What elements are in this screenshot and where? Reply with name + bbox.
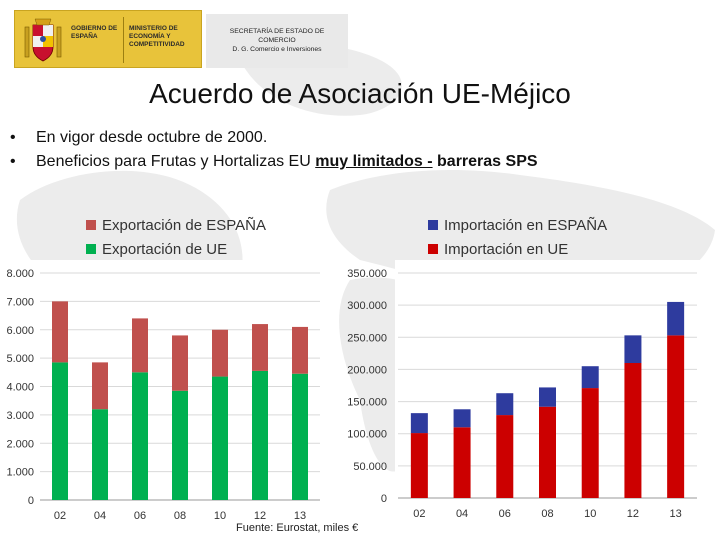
bar-segment bbox=[172, 390, 188, 500]
gobierno-logo: GOBIERNO DE ESPAÑA MINISTERIO DE ECONOMÍ… bbox=[14, 10, 202, 68]
bar-segment bbox=[252, 324, 268, 371]
y-tick-label: 200.000 bbox=[347, 364, 387, 376]
bullet-text-2-underlined: muy limitados - bbox=[315, 153, 433, 170]
bullet-list: • En vigor desde octubre de 2000. • Benefi… bbox=[10, 126, 538, 174]
bar-segment bbox=[92, 409, 108, 500]
y-tick-label: 5.000 bbox=[6, 353, 34, 365]
x-tick-label: 08 bbox=[541, 508, 553, 520]
x-tick-label: 04 bbox=[456, 508, 468, 520]
y-tick-label: 2.000 bbox=[6, 438, 34, 450]
bar-segment bbox=[132, 372, 148, 500]
x-tick-label: 13 bbox=[294, 510, 306, 522]
bar-segment bbox=[212, 329, 228, 377]
y-tick-label: 8.000 bbox=[6, 268, 34, 280]
bar-segment bbox=[496, 415, 514, 498]
bar-segment bbox=[132, 318, 148, 373]
bar-segment bbox=[667, 335, 685, 498]
bar-segment bbox=[581, 366, 599, 389]
legend-swatch bbox=[428, 244, 438, 254]
y-tick-label: 50.000 bbox=[353, 461, 387, 473]
x-tick-label: 12 bbox=[254, 510, 266, 522]
source-note: Fuente: Eurostat, miles € bbox=[236, 522, 359, 534]
x-tick-label: 02 bbox=[54, 510, 66, 522]
import-chart: 0 50.000 100.000 150.000 200.000 250.000 300.0… bbox=[347, 217, 700, 525]
export-chart: 0 1.000 2.000 3.000 4.000 5.000 6.000 7.000 8.00… bbox=[0, 217, 330, 525]
y-tick-label: 350.000 bbox=[347, 268, 387, 280]
y-tick-label: 100.000 bbox=[347, 429, 387, 441]
x-tick-label: 08 bbox=[174, 510, 186, 522]
x-tick-label: 04 bbox=[94, 510, 106, 522]
y-tick-label: 7.000 bbox=[6, 296, 34, 308]
bar-segment bbox=[581, 388, 599, 498]
legend-label: Exportación de UE bbox=[102, 241, 227, 258]
legend-label: Importación en UE bbox=[444, 241, 568, 258]
bar-segment bbox=[667, 301, 685, 336]
bullet-item: • En vigor desde octubre de 2000. bbox=[10, 129, 268, 146]
page-title: Acuerdo de Asociación UE-Méjico bbox=[149, 78, 571, 109]
secretaria-line-2: COMERCIO bbox=[258, 37, 296, 44]
y-tick-label: 150.000 bbox=[347, 397, 387, 409]
coat-of-arms-icon bbox=[24, 18, 62, 62]
legend-label: Exportación de ESPAÑA bbox=[102, 217, 266, 234]
y-tick-label: 0 bbox=[28, 495, 34, 507]
bar-segment bbox=[212, 376, 228, 500]
chart-panel bbox=[0, 260, 330, 525]
y-tick-label: 250.000 bbox=[347, 332, 387, 344]
bar-segment bbox=[410, 413, 428, 434]
bar-segment bbox=[410, 433, 428, 498]
y-tick-label: 3.000 bbox=[6, 410, 34, 422]
y-tick-label: 0 bbox=[381, 493, 387, 505]
bullet-item: • Beneficios para Frutas y Hortalizas EU … bbox=[10, 153, 538, 170]
logo-divider bbox=[123, 17, 124, 63]
bar-segment bbox=[539, 387, 556, 407]
bar-segment bbox=[292, 326, 308, 374]
bar-segment bbox=[252, 370, 268, 500]
bar-segment bbox=[52, 362, 68, 500]
bar-segment bbox=[539, 406, 556, 498]
ministerio-label: MINISTERIO DE ECONOMÍA Y COMPETITIVIDAD bbox=[129, 25, 185, 48]
bar-segment bbox=[292, 373, 308, 500]
legend-swatch bbox=[428, 220, 438, 230]
y-tick-label: 1.000 bbox=[6, 467, 34, 479]
y-tick-label: 300.000 bbox=[347, 300, 387, 312]
x-tick-label: 12 bbox=[627, 508, 639, 520]
x-tick-label: 06 bbox=[134, 510, 146, 522]
secretaria-line-3: D. G. Comercio e Inversiones bbox=[232, 46, 322, 53]
legend-swatch bbox=[86, 220, 96, 230]
x-tick-label: 10 bbox=[214, 510, 226, 522]
bar-segment bbox=[453, 409, 471, 428]
legend-label: Importación en ESPAÑA bbox=[444, 217, 607, 234]
bar-segment bbox=[496, 393, 514, 416]
bar-segment bbox=[52, 301, 68, 363]
bar-segment bbox=[624, 335, 642, 363]
secretaria-box: SECRETARÍA DE ESTADO DE COMERCIO D. G. C… bbox=[206, 14, 348, 68]
legend-swatch bbox=[86, 244, 96, 254]
bar-segment bbox=[624, 363, 642, 498]
bar-segment bbox=[453, 427, 471, 498]
gobierno-label: GOBIERNO DE ESPAÑA bbox=[71, 25, 118, 40]
x-tick-label: 06 bbox=[499, 508, 511, 520]
secretaria-line-1: SECRETARÍA DE ESTADO DE bbox=[229, 28, 325, 35]
bullet-text-1: En vigor desde octubre de 2000. bbox=[36, 129, 268, 146]
bullet-text-2b: barreras SPS bbox=[432, 153, 538, 170]
x-tick-label: 10 bbox=[584, 508, 596, 520]
y-tick-label: 6.000 bbox=[6, 325, 34, 337]
x-tick-label: 13 bbox=[670, 508, 682, 520]
x-tick-label: 02 bbox=[413, 508, 425, 520]
bar-segment bbox=[172, 335, 188, 391]
y-tick-label: 4.000 bbox=[6, 382, 34, 394]
bar-segment bbox=[92, 362, 108, 410]
bullet-text-2a: Beneficios para Frutas y Hortalizas EU bbox=[36, 153, 316, 170]
